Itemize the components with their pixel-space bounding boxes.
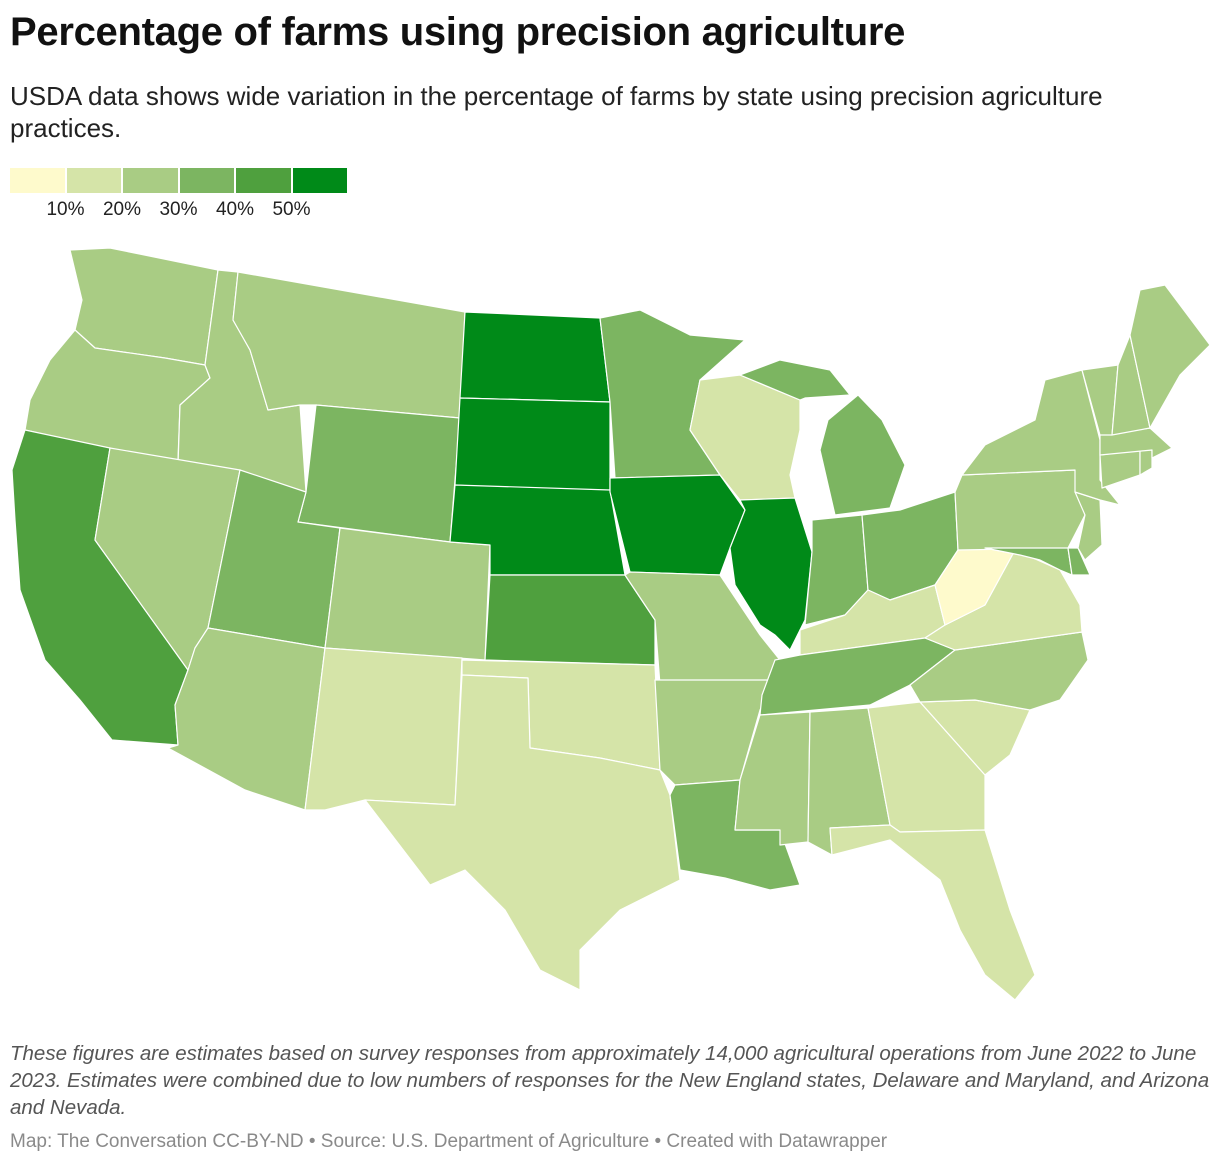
state-delaware[interactable] [1067,547,1091,576]
state-maine[interactable] [1129,284,1211,429]
legend-swatch-4 [179,168,234,193]
state-montana[interactable] [232,271,466,419]
legend-swatch-5 [236,168,291,193]
legend-color-scale [10,168,347,193]
state-texas[interactable] [364,674,681,991]
map-notes: These figures are estimates based on sur… [10,1042,1210,1119]
map-canvas [11,247,1211,1001]
legend-swatch-3 [123,168,178,193]
state-illinois[interactable] [729,497,813,651]
legend-tick-label: 50% [272,199,311,220]
map-credits: Map: The Conversation CC-BY-ND • Source:… [10,1131,888,1152]
state-iowa[interactable] [609,474,746,576]
legend-swatch-6 [292,168,347,193]
legend-swatch-1 [10,168,65,193]
legend-tick-label: 30% [159,199,198,220]
state-pennsylvania[interactable] [954,469,1086,551]
chart-subtitle: USDA data shows wide variation in the pe… [10,81,1103,143]
state-wyoming[interactable] [297,404,461,543]
state-rhode-island[interactable] [1139,449,1153,476]
color-legend: 10% 20% 30% 40% 50% [10,168,347,220]
state-colorado[interactable] [324,527,491,661]
state-south-dakota[interactable] [454,397,611,496]
legend-tick-label: 20% [102,199,142,220]
legend-swatch-2 [66,168,121,193]
state-florida[interactable] [829,824,1036,1001]
us-states-map [0,230,1220,1010]
state-connecticut[interactable] [1099,449,1141,489]
legend-labels: 10% 20% 30% 40% 50% [10,193,347,220]
state-new-mexico[interactable] [304,647,463,811]
chart-title: Percentage of farms using precision agri… [10,10,906,54]
state-kansas[interactable] [484,574,656,666]
legend-tick-label: 10% [46,199,85,220]
legend-tick-label: 40% [215,199,255,220]
state-north-dakota[interactable] [459,311,611,403]
state-michigan[interactable] [739,359,906,516]
